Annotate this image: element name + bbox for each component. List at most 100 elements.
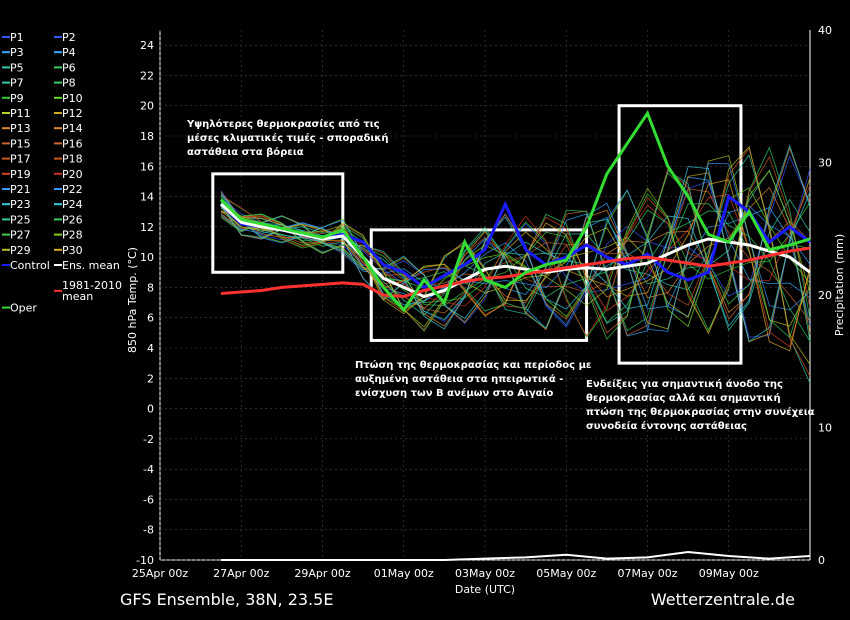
legend-label: P27 <box>10 229 31 242</box>
y-tick-label: -6 <box>143 493 154 506</box>
legend-label: P6 <box>62 61 76 74</box>
y2-tick-label: 20 <box>818 289 832 302</box>
highlight-box <box>617 104 743 365</box>
y-tick-label: 20 <box>140 100 154 113</box>
y-tick-label: 2 <box>147 372 154 385</box>
annotation-text: αυξημένη αστάθεια στα ηπειρωτικά - <box>355 373 563 385</box>
x-tick-label: 05May 00z <box>536 567 596 580</box>
oper-line <box>219 110 811 313</box>
annotation-text: αστάθεια στα βόρεια <box>187 146 304 158</box>
annotation-text: μέσες κλιματικές τιμές - σποραδική <box>187 132 388 144</box>
highlight-boxes <box>211 104 743 365</box>
legend-label: Ens. mean <box>62 259 120 272</box>
x-tick-label: 03May 00z <box>455 567 515 580</box>
y-tick-label: 16 <box>140 160 154 173</box>
legend-label: P29 <box>10 244 31 257</box>
annotation-text: Ενδείξεις για σημαντική άνοδο της <box>586 378 783 390</box>
grid <box>159 30 811 561</box>
climate-mean-line <box>220 246 811 299</box>
legend-label: P19 <box>10 168 31 181</box>
legend-label: P21 <box>10 183 31 196</box>
legend-label: P22 <box>62 183 83 196</box>
footer-site: Wetterzentrale.de <box>651 590 795 609</box>
legend-label: P28 <box>62 229 83 242</box>
member-line <box>220 144 811 330</box>
legend-label: P8 <box>62 77 76 90</box>
member-line <box>220 171 811 341</box>
y-tick-label: 8 <box>147 281 154 294</box>
y-tick-label: 18 <box>140 130 154 143</box>
member-line <box>220 145 811 365</box>
legend-label: P7 <box>10 77 24 90</box>
y-tick-label: 4 <box>147 342 154 355</box>
legend-label: P24 <box>62 198 83 211</box>
y-tick-label: 6 <box>147 312 154 325</box>
legend-label: P13 <box>10 122 31 135</box>
annotation-text: θερμοκρασίας αλλά και σημαντική <box>586 392 781 404</box>
legend-label: P25 <box>10 213 31 226</box>
x-tick-label: 25Apr 00z <box>132 567 189 580</box>
legend-label: Control <box>10 259 50 272</box>
legend-label: P17 <box>10 153 31 166</box>
legend-label: P15 <box>10 137 31 150</box>
legend-label: 1981-2010 mean <box>62 279 122 303</box>
y-tick-label: -4 <box>143 463 154 476</box>
legend: P1 P2 P3 P4 P5 P6 P7 P8 P9 P10 P11 P12 P13 P14 P15 P16 P… <box>2 31 122 315</box>
x-axis-label: Date (UTC) <box>455 583 515 596</box>
y-tick-label: 24 <box>140 39 154 52</box>
y2-tick-label: 40 <box>818 24 832 37</box>
legend-label: P9 <box>10 92 24 105</box>
legend-label: Oper <box>10 302 37 315</box>
y2-tick-label: 0 <box>818 554 825 567</box>
y-tick-label: 14 <box>140 191 154 204</box>
legend-label: P18 <box>62 153 83 166</box>
y-tick-label: 12 <box>140 221 154 234</box>
legend-label: P23 <box>10 198 31 211</box>
member-line <box>220 146 811 332</box>
annotation-text: Πτώση της θερμοκρασίας και περίοδος με <box>355 359 592 371</box>
annotation-text: πτώση της θερμοκρασίας στην συνέχεια <box>586 406 815 418</box>
x-tick-label: 01May 00z <box>374 567 434 580</box>
member-line <box>220 169 811 334</box>
x-tick-label: 09May 00z <box>699 567 759 580</box>
precip-mean-line <box>220 551 811 561</box>
legend-label: P5 <box>10 61 24 74</box>
y-tick-label: 22 <box>140 69 154 82</box>
ensemble-members <box>220 144 811 561</box>
series-lines <box>219 110 811 313</box>
chart-title: Athens (GR) 850 hPa Temp. & Precipitatio… <box>139 3 732 23</box>
legend-label: P2 <box>62 31 76 44</box>
annotations: Υψηλότερες θερμοκρασίες από τις μέσες κλι… <box>186 118 815 432</box>
legend-label: P30 <box>62 244 83 257</box>
annotation-text: ενίσχυση των Β ανέμων στο Αιγαίο <box>355 387 553 399</box>
x-tick-label: 27Apr 00z <box>213 567 270 580</box>
y-tick-label: 0 <box>147 403 154 416</box>
member-line <box>220 189 811 326</box>
y-tick-label: 10 <box>140 251 154 264</box>
axis-ticks: 242220181614121086420-2-4-6-8-1040302010… <box>132 24 832 580</box>
y-tick-label: -8 <box>143 524 154 537</box>
legend-label: P20 <box>62 168 83 181</box>
legend-label: P10 <box>62 92 83 105</box>
y-tick-label: -10 <box>136 554 154 567</box>
legend-label: P4 <box>62 46 76 59</box>
y2-axis-label: Precipitation (mm) <box>833 234 846 336</box>
footer-source: GFS Ensemble, 38N, 23.5E <box>120 590 333 609</box>
y-axis-label: 850 hPa Temp. (°C) <box>126 247 139 353</box>
legend-label: P14 <box>62 122 83 135</box>
legend-label: P11 <box>10 107 31 120</box>
y-tick-label: -2 <box>143 433 154 446</box>
x-tick-label: 29Apr 00z <box>294 567 351 580</box>
member-line <box>220 169 811 342</box>
annotation-text: Υψηλότερες θερμοκρασίες από τις <box>186 118 380 130</box>
member-line <box>220 162 811 332</box>
annotation-text: συνοδεία έντονης αστάθειας <box>586 420 747 432</box>
legend-label: P26 <box>62 213 83 226</box>
legend-label: P16 <box>62 137 83 150</box>
legend-label: P1 <box>10 31 24 44</box>
highlight-box <box>369 228 589 342</box>
y2-tick-label: 30 <box>818 157 832 170</box>
member-line <box>220 192 811 339</box>
legend-label: P3 <box>10 46 24 59</box>
